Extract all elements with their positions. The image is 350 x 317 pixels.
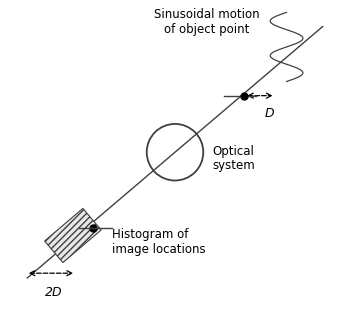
Text: Sinusoidal motion
of object point: Sinusoidal motion of object point	[154, 8, 259, 36]
Text: Optical
system: Optical system	[213, 145, 255, 172]
Text: D: D	[265, 107, 274, 120]
Text: 2D: 2D	[45, 286, 63, 299]
Text: Histogram of
image locations: Histogram of image locations	[112, 228, 206, 256]
Polygon shape	[44, 208, 101, 262]
